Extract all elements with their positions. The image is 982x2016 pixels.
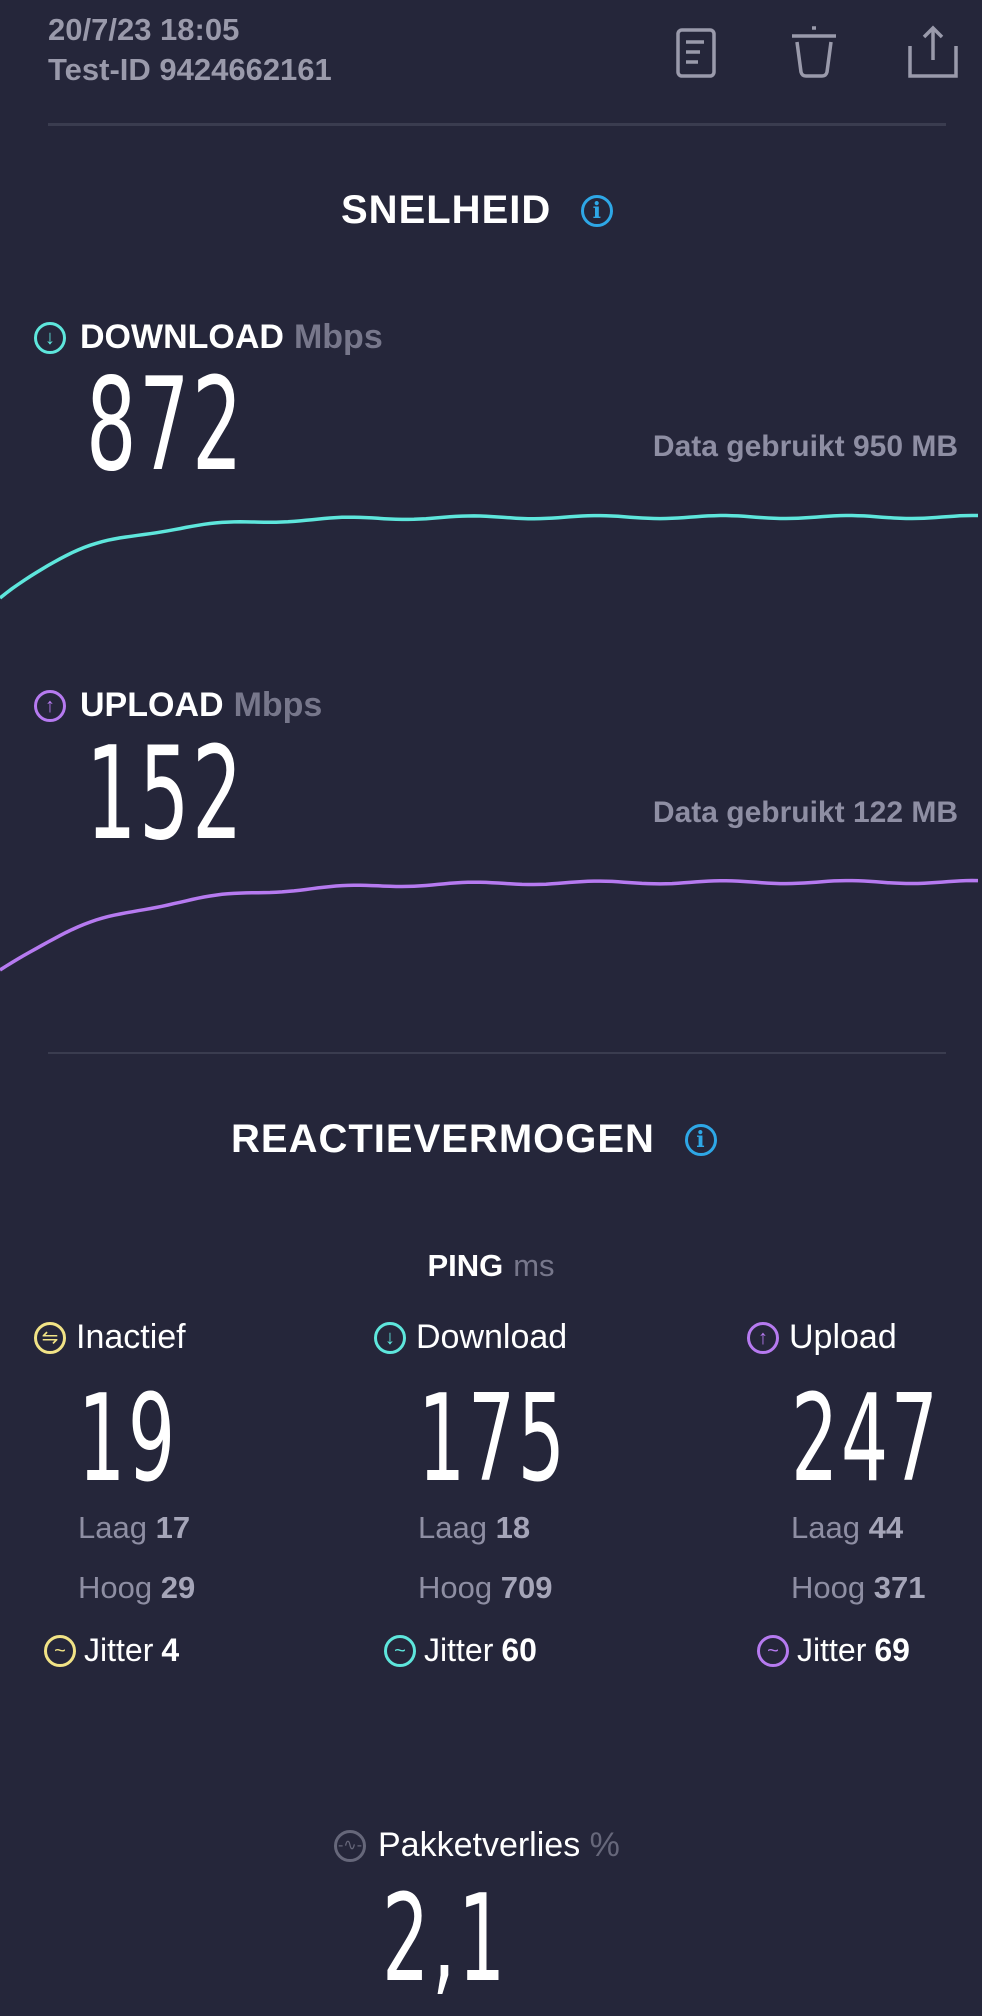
download-data-used: Data gebruikt 950 MB — [652, 430, 958, 463]
ping-download-column: ↓ Download 175 Laag 18 Hoog 709 ~ Jitter 60 — [374, 1318, 674, 1668]
idle-label: Inactief — [76, 1318, 186, 1356]
idle-ping-value: 19 — [78, 1370, 178, 1509]
upload-title: UPLOAD — [80, 686, 224, 724]
idle-jitter: ~ Jitter 4 — [44, 1632, 179, 1669]
header-divider — [48, 123, 946, 126]
download-ping-label: Download — [416, 1318, 568, 1356]
responsiveness-section-header: REACTIEVERMOGEN i — [231, 1117, 717, 1162]
ping-label: PING — [427, 1248, 504, 1283]
ping-upload-column: ↑ Upload 247 Laag 44 Hoog 371 ~ Jitter 69 — [747, 1318, 982, 1668]
upload-low: Laag 44 — [791, 1510, 904, 1545]
upload-speed-value: 152 — [86, 720, 245, 869]
download-arrow-icon: ↓ — [374, 1321, 406, 1354]
download-jitter: ~ Jitter 60 — [384, 1632, 537, 1669]
upload-speed-graph — [0, 878, 979, 972]
upload-unit: Mbps — [233, 686, 323, 724]
upload-ping-value: 247 — [791, 1370, 941, 1509]
upload-data-used: Data gebruikt 122 MB — [652, 796, 958, 829]
speed-title: SNELHEID — [341, 188, 552, 232]
upload-ping-label: Upload — [789, 1318, 897, 1356]
responsiveness-title: REACTIEVERMOGEN — [231, 1117, 655, 1161]
download-speed-value: 872 — [86, 351, 245, 500]
download-high: Hoog 709 — [418, 1570, 553, 1605]
test-id: Test-ID 9424662161 — [48, 52, 332, 87]
packet-loss-value: 2,1 — [382, 1870, 508, 2009]
idle-icon: ⇋ — [34, 1321, 66, 1354]
packet-loss-icon: -∿- — [334, 1829, 366, 1862]
document-icon — [676, 28, 716, 78]
ping-unit: ms — [513, 1248, 555, 1283]
download-label: ↓ DOWNLOAD Mbps — [34, 318, 383, 357]
result-details-button[interactable] — [668, 24, 724, 84]
test-datetime: 20/7/23 18:05 — [48, 12, 240, 47]
speed-line — [0, 878, 979, 972]
info-icon[interactable]: i — [684, 1123, 717, 1156]
packet-loss-label: -∿- Pakketverlies % — [334, 1826, 620, 1865]
speed-section-header: SNELHEID i — [341, 188, 614, 233]
download-speed-graph — [0, 513, 978, 600]
upload-label: ↑ UPLOAD Mbps — [34, 686, 322, 725]
download-unit: Mbps — [293, 318, 383, 356]
download-arrow-icon: ↓ — [34, 321, 66, 354]
ping-header: PING ms — [0, 1248, 982, 1284]
packet-loss-title: Pakketverlies — [378, 1826, 581, 1864]
idle-high: Hoog 29 — [78, 1570, 196, 1605]
upload-high: Hoog 371 — [791, 1570, 926, 1605]
jitter-icon: ~ — [384, 1634, 416, 1667]
idle-low: Laag 17 — [78, 1510, 191, 1545]
jitter-icon: ~ — [44, 1634, 76, 1667]
share-button[interactable] — [904, 24, 960, 84]
upload-arrow-icon: ↑ — [34, 689, 66, 722]
packet-loss-unit: % — [589, 1826, 620, 1864]
info-icon[interactable]: i — [581, 194, 614, 227]
section-divider — [48, 1052, 946, 1054]
share-icon — [908, 25, 958, 78]
speed-line — [0, 513, 978, 600]
ping-idle-column: ⇋ Inactief 19 Laag 17 Hoog 29 ~ Jitter 4 — [34, 1318, 334, 1668]
jitter-icon: ~ — [757, 1634, 789, 1667]
download-title: DOWNLOAD — [80, 318, 284, 356]
delete-button[interactable] — [786, 24, 842, 84]
upload-jitter: ~ Jitter 69 — [757, 1632, 910, 1669]
download-ping-value: 175 — [418, 1370, 568, 1509]
download-low: Laag 18 — [418, 1510, 531, 1545]
trash-icon — [792, 26, 836, 78]
upload-arrow-icon: ↑ — [747, 1321, 779, 1354]
